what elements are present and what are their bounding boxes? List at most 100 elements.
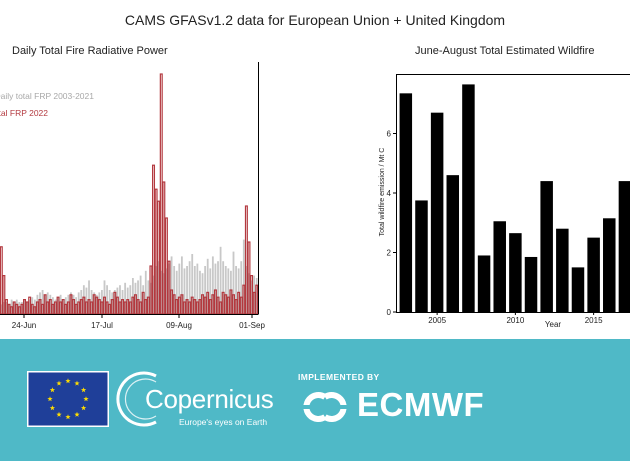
frp-bar-grey (217, 261, 219, 314)
frp-legend-entry-2022: Total FRP 2022 (0, 108, 48, 118)
frp-x-tick-label: 09-Aug (166, 321, 192, 330)
eu-star-icon (49, 387, 56, 393)
frp-bar-grey (219, 246, 222, 314)
frp-bar-grey (18, 302, 21, 314)
copernicus-wordmark: Copernicus (145, 384, 274, 414)
frp-bar-grey (21, 302, 23, 314)
frp-bar-grey (232, 251, 235, 314)
frp-bar-grey (235, 266, 237, 314)
frp-bar-grey (98, 292, 101, 314)
emission-bar (603, 218, 616, 312)
emission-y-tick-label: 6 (387, 130, 392, 139)
frp-bar-grey (113, 290, 116, 314)
frp-bar-grey (142, 285, 145, 314)
frp-bar-grey (46, 292, 49, 314)
frp-bar-grey (41, 290, 44, 314)
frp-bar-grey (5, 302, 8, 314)
frp-bar-grey (253, 275, 256, 314)
frp-bar-grey (222, 261, 225, 314)
emission-bar (477, 255, 491, 312)
frp-bar-grey (237, 268, 240, 314)
frp-bar-grey (160, 270, 163, 314)
frp-bar-grey (157, 261, 160, 314)
emission-y-axis-label: Total wildfire emission / Mt C (379, 148, 386, 237)
frp-bar-grey (44, 294, 47, 314)
emission-bar (462, 84, 475, 312)
frp-bar-grey (67, 294, 70, 314)
frp-bar-grey (150, 282, 152, 314)
frp-bar-grey (39, 292, 41, 314)
wildfire-emission-chart: 2005 2010 2015 0 2 4 6 Year Total wildfire emiss… (379, 74, 630, 329)
frp-bar-grey (15, 299, 18, 314)
frp-bar-grey (250, 280, 253, 314)
frp-bar-grey (70, 292, 72, 314)
copernicus-logo-icon (116, 371, 157, 427)
frp-bar-grey (144, 270, 147, 314)
frp-bar-grey (211, 256, 214, 314)
frp-bar-grey (26, 302, 28, 314)
frp-bar-grey (199, 270, 201, 314)
frp-bar-grey (59, 294, 62, 314)
frp-bar-grey (8, 304, 10, 314)
eu-star-icon (65, 378, 71, 384)
frp-legend-entry-historical: Daily total FRP 2003-2021 (0, 91, 94, 101)
frp-bar-grey (80, 290, 83, 314)
frp-bar-grey (106, 285, 108, 314)
implemented-by-label: IMPLEMENTED BY (298, 372, 380, 382)
frp-bar-grey (75, 297, 78, 314)
frp-bar-grey (242, 239, 245, 314)
frp-bar-grey (183, 268, 186, 314)
frp-bar-grey (245, 266, 248, 314)
wildfire-emission-chart-title: June-August Total Estimated Wildfire (415, 45, 595, 57)
frp-bar-grey (64, 297, 67, 314)
frp-bar-grey (28, 299, 31, 314)
frp-bar-grey (23, 299, 26, 314)
emission-bar (587, 237, 600, 313)
emission-y-tick-label: 4 (387, 189, 392, 198)
frp-bar-grey (224, 266, 227, 314)
emission-x-tick-label: 2015 (585, 316, 603, 325)
frp-bar-grey (180, 256, 183, 314)
frp-bar-grey (196, 263, 199, 314)
frp-bar-grey (170, 256, 173, 314)
emission-bar (493, 221, 506, 312)
frp-x-tick-label: 24-Jun (12, 321, 36, 330)
frp-bar-grey (49, 294, 52, 314)
frp-bar-grey (54, 299, 57, 314)
ecmwf-logo-icon (301, 392, 349, 422)
frp-bar-grey (209, 268, 212, 314)
emission-bar (524, 256, 538, 312)
frp-bar-grey (165, 268, 168, 314)
frp-bar-grey (204, 266, 207, 314)
frp-bar-grey (178, 263, 181, 314)
frp-bar-grey (255, 278, 258, 314)
frp-bar-grey (139, 275, 142, 314)
eu-star-icon (80, 387, 87, 393)
emission-bar (509, 233, 522, 312)
emission-y-ticks: 0 2 4 6 (387, 130, 396, 317)
frp-bar-grey (162, 273, 165, 314)
emission-bar (571, 267, 585, 313)
emission-y-tick-label: 0 (387, 308, 392, 317)
frp-bar-grey (82, 285, 85, 314)
emission-x-tick-label: 2005 (428, 316, 446, 325)
frp-bar-grey (121, 290, 124, 314)
frp-bar-grey (0, 304, 3, 314)
eu-star-icon (80, 405, 87, 411)
frp-bar-grey (175, 270, 178, 314)
frp-bar-grey (248, 273, 250, 314)
frp-bar-grey (155, 266, 157, 314)
frp-bar-grey (85, 287, 88, 314)
eu-star-icon (83, 396, 89, 402)
emission-bar (399, 93, 413, 312)
frp-bar-grey (124, 282, 127, 314)
frp-legend: Daily total FRP 2003-2021 Total FRP 2022 (0, 91, 94, 118)
frp-bar-grey (36, 294, 39, 314)
frp-bar-grey (93, 292, 96, 314)
frp-bar-grey (240, 261, 243, 314)
daily-frp-chart: 24-Jun 17-Jul 09-Aug 01-Sep Daily total FRP … (0, 62, 265, 330)
frp-x-tick-label: 01-Sep (239, 321, 265, 330)
frp-bar-grey (152, 275, 155, 314)
emission-x-ticks: 2005 2010 2015 (428, 312, 603, 325)
frp-x-tick-label: 17-Jul (91, 321, 113, 330)
